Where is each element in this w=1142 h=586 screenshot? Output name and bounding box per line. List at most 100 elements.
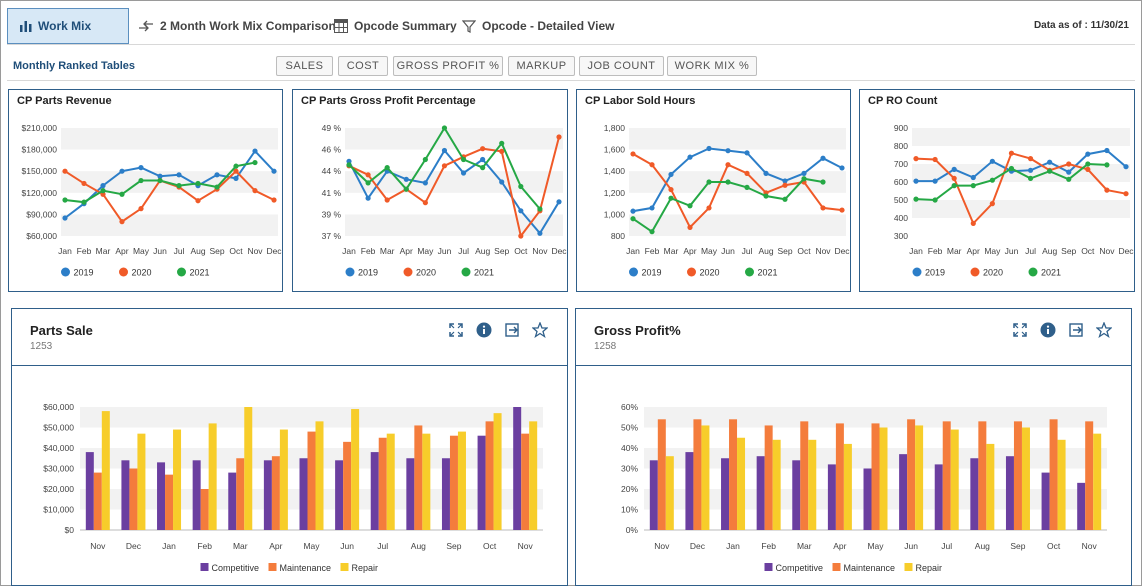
data-point <box>214 172 220 178</box>
legend-label[interactable]: Repair <box>352 563 379 573</box>
series-line-2020 <box>632 153 843 230</box>
legend-marker <box>200 563 209 571</box>
bar-maintenance <box>307 431 316 530</box>
series-line-2020 <box>348 136 560 239</box>
data-point <box>801 170 807 176</box>
legend-label[interactable]: Competitive <box>212 563 260 573</box>
expand-icon[interactable] <box>447 321 465 339</box>
data-point <box>422 156 428 163</box>
legend-marker <box>119 267 128 277</box>
legend-label[interactable]: 2021 <box>758 268 778 278</box>
legend-label[interactable]: 2020 <box>983 268 1003 278</box>
bar-card-parts-sale: Parts Sale 1253 $60,000 $50,000 $40,000 $30… <box>11 308 568 586</box>
bar-repair <box>529 421 538 530</box>
legend-label[interactable]: 2020 <box>700 268 720 278</box>
tab-opcode-summary[interactable]: Opcode Summary <box>334 8 457 44</box>
x-tick-label: Feb <box>361 246 376 256</box>
legend-label[interactable]: 2019 <box>74 268 94 278</box>
export-icon[interactable] <box>503 321 521 339</box>
bar-repair <box>843 443 852 530</box>
x-tick-label: Feb <box>645 246 660 256</box>
x-tick-label: May <box>701 246 718 256</box>
info-icon[interactable] <box>1039 321 1057 339</box>
data-point <box>649 162 655 168</box>
y-tick-label: $90,000 <box>26 209 57 219</box>
y-tick-label: 800 <box>611 231 625 241</box>
y-tick-label: 0% <box>626 525 639 535</box>
tab-work-mix[interactable]: Work Mix <box>7 8 129 44</box>
data-point <box>989 158 995 164</box>
legend-label[interactable]: 2021 <box>1041 268 1061 278</box>
legend-label[interactable]: 2021 <box>474 268 494 278</box>
bar-repair <box>1021 427 1030 530</box>
x-tick-label: Mar <box>233 541 248 551</box>
ranked-work-mix-button[interactable]: WORK MIX % <box>667 56 757 76</box>
bar-repair <box>915 425 924 530</box>
data-point <box>989 201 995 207</box>
ranked-job-count-button[interactable]: JOB COUNT <box>579 56 664 76</box>
legend-label[interactable]: 2019 <box>358 268 378 278</box>
bar-competitive <box>85 452 94 530</box>
bar-repair <box>808 439 817 530</box>
x-tick-label: Nov <box>815 246 831 256</box>
bar-card-gross-profit: Gross Profit% 1258 60% 50% 40% 30% 20% 10% 0% N… <box>575 308 1132 586</box>
bar-maintenance <box>343 441 352 530</box>
x-tick-label: Oct <box>1081 246 1095 256</box>
legend-label[interactable]: Maintenance <box>844 563 896 573</box>
ranked-cost-button[interactable]: COST <box>338 56 388 76</box>
y-tick-label: $10,000 <box>43 505 74 515</box>
line-card-labor-hours: 1,800 1,600 1,400 1,200 1,000 800 Jan Feb Mar Apr… <box>576 89 851 292</box>
star-icon[interactable] <box>1095 321 1113 339</box>
star-icon[interactable] <box>531 321 549 339</box>
data-point <box>384 197 390 203</box>
data-point <box>62 197 68 203</box>
tab-opcode-detailed[interactable]: Opcode - Detailed View <box>462 8 614 44</box>
data-point <box>951 183 957 189</box>
y-tick-label: $0 <box>65 525 75 535</box>
data-point <box>499 140 505 146</box>
series-line-2020 <box>915 151 1127 226</box>
data-point <box>518 233 524 239</box>
data-point <box>932 197 938 203</box>
export-icon[interactable] <box>1067 321 1085 339</box>
bar-maintenance <box>200 489 209 530</box>
data-point <box>687 224 693 230</box>
y-tick-label: 49 % <box>322 123 342 133</box>
legend-label[interactable]: 2021 <box>190 268 210 278</box>
info-icon[interactable] <box>475 321 493 339</box>
bar-chart: $60,000 $50,000 $40,000 $30,000 $20,000 $10,0… <box>43 402 543 573</box>
x-tick-label: Jul <box>1025 246 1036 256</box>
bar-repair <box>879 427 888 530</box>
y-tick-label: 10% <box>621 505 638 515</box>
data-point <box>1066 161 1072 167</box>
data-point <box>556 134 562 140</box>
y-tick-label: $20,000 <box>43 484 74 494</box>
x-tick-label: Aug <box>975 541 990 551</box>
bar-repair <box>986 443 995 530</box>
legend-label[interactable]: 2020 <box>416 268 436 278</box>
bar-competitive <box>863 468 872 530</box>
data-point <box>913 156 919 162</box>
y-tick-label: 50% <box>621 423 638 433</box>
x-tick-label: Sep <box>777 246 792 256</box>
y-tick-label: 46 % <box>322 145 342 155</box>
ranked-markup-button[interactable]: MARKUP <box>508 56 575 76</box>
ranked-sales-button[interactable]: SALES <box>276 56 333 76</box>
x-tick-label: Jun <box>438 246 452 256</box>
legend-label[interactable]: Maintenance <box>280 563 332 573</box>
data-point <box>970 183 976 189</box>
data-point <box>422 180 428 186</box>
tab-2-month-comparison[interactable]: 2 Month Work Mix Comparison <box>138 8 336 44</box>
legend-label[interactable]: 2019 <box>642 268 662 278</box>
legend-label[interactable]: 2020 <box>132 268 152 278</box>
ranked-gross-profit-button[interactable]: GROSS PROFIT % <box>393 56 503 76</box>
data-point <box>782 178 788 184</box>
data-point <box>252 159 258 166</box>
legend-marker <box>832 563 841 571</box>
legend-label[interactable]: 2019 <box>925 268 945 278</box>
expand-icon[interactable] <box>1011 321 1029 339</box>
x-tick-label: Mar <box>947 246 962 256</box>
legend-label[interactable]: Competitive <box>776 563 824 573</box>
y-tick-label: 44 % <box>322 166 342 176</box>
legend-label[interactable]: Repair <box>916 563 943 573</box>
